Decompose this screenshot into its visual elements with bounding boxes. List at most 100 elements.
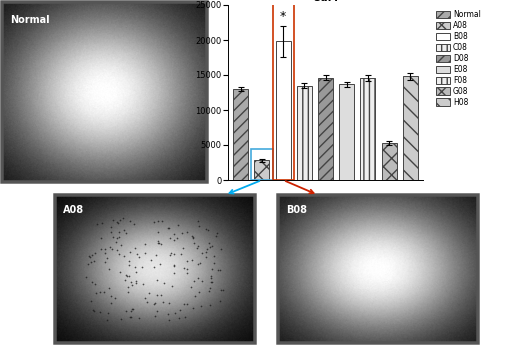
- Point: [114, 252, 123, 257]
- Point: [193, 276, 202, 281]
- Point: [153, 308, 161, 314]
- Point: [188, 257, 196, 263]
- Point: [170, 262, 179, 267]
- Point: [131, 245, 139, 251]
- Point: [125, 249, 134, 255]
- Title: CCL-D1-000111
5uM: CCL-D1-000111 5uM: [280, 0, 370, 3]
- Point: [90, 258, 99, 264]
- Point: [189, 305, 197, 311]
- Point: [125, 274, 133, 279]
- Point: [120, 227, 129, 233]
- Point: [194, 243, 202, 249]
- Point: [189, 278, 198, 284]
- Point: [107, 294, 115, 299]
- Point: [107, 300, 116, 306]
- Point: [164, 301, 173, 306]
- Point: [155, 240, 163, 246]
- Point: [138, 264, 147, 270]
- FancyBboxPatch shape: [0, 0, 222, 195]
- Point: [194, 261, 202, 267]
- Point: [123, 284, 132, 290]
- Bar: [233, 89, 248, 180]
- Point: [195, 289, 204, 294]
- Point: [183, 301, 192, 307]
- Point: [158, 300, 167, 305]
- Point: [175, 315, 183, 321]
- Point: [141, 251, 149, 256]
- Point: [187, 285, 195, 290]
- Point: [202, 249, 210, 255]
- Point: [126, 308, 135, 313]
- Point: [96, 246, 105, 251]
- Point: [128, 283, 137, 288]
- Point: [101, 246, 109, 251]
- Point: [135, 254, 144, 260]
- Point: [179, 245, 188, 251]
- Point: [139, 281, 148, 287]
- Point: [208, 243, 216, 248]
- Point: [216, 288, 225, 293]
- Point: [189, 235, 197, 241]
- Point: [128, 306, 137, 312]
- Point: [201, 226, 210, 231]
- Point: [153, 277, 161, 283]
- Point: [131, 264, 139, 270]
- Point: [101, 250, 110, 255]
- Point: [198, 278, 206, 283]
- Point: [207, 279, 215, 285]
- Point: [210, 253, 219, 259]
- Point: [183, 266, 191, 272]
- Point: [197, 251, 206, 256]
- Point: [84, 254, 93, 259]
- Point: [86, 254, 94, 260]
- Point: [114, 229, 123, 235]
- Point: [170, 231, 178, 237]
- Point: [151, 300, 159, 306]
- Point: [116, 217, 124, 222]
- Point: [175, 307, 184, 313]
- Point: [140, 242, 149, 247]
- Point: [89, 307, 98, 313]
- Point: [87, 259, 95, 264]
- Point: [109, 217, 117, 223]
- Point: [128, 306, 137, 311]
- Point: [180, 265, 188, 271]
- Point: [112, 239, 120, 245]
- Point: [107, 230, 115, 235]
- Point: [147, 257, 155, 262]
- Point: [193, 245, 201, 251]
- Bar: [382, 143, 396, 180]
- Text: B08: B08: [286, 205, 307, 215]
- Point: [130, 222, 138, 227]
- Point: [206, 273, 215, 279]
- Point: [166, 236, 174, 241]
- Point: [173, 235, 182, 240]
- Legend: Normal, A08, B08, C08, D08, E08, F08, G08, H08: Normal, A08, B08, C08, D08, E08, F08, G0…: [435, 9, 482, 108]
- Point: [205, 288, 214, 294]
- Point: [133, 252, 142, 257]
- Bar: [339, 84, 354, 180]
- Point: [91, 281, 100, 286]
- Point: [103, 255, 111, 261]
- Bar: [254, 160, 269, 180]
- Point: [176, 251, 185, 257]
- Point: [195, 261, 204, 266]
- Point: [182, 229, 191, 235]
- Point: [154, 241, 163, 246]
- Point: [87, 253, 96, 258]
- Point: [203, 246, 211, 252]
- Point: [119, 215, 127, 221]
- Point: [183, 259, 191, 264]
- Point: [149, 301, 158, 307]
- Point: [160, 281, 168, 286]
- Point: [210, 260, 218, 266]
- Point: [103, 310, 112, 315]
- Point: [170, 238, 178, 243]
- Point: [132, 280, 140, 286]
- Point: [216, 298, 224, 303]
- Point: [165, 318, 173, 323]
- Point: [121, 277, 129, 282]
- Point: [98, 221, 107, 226]
- Bar: [251, 149, 272, 180]
- Point: [181, 314, 189, 320]
